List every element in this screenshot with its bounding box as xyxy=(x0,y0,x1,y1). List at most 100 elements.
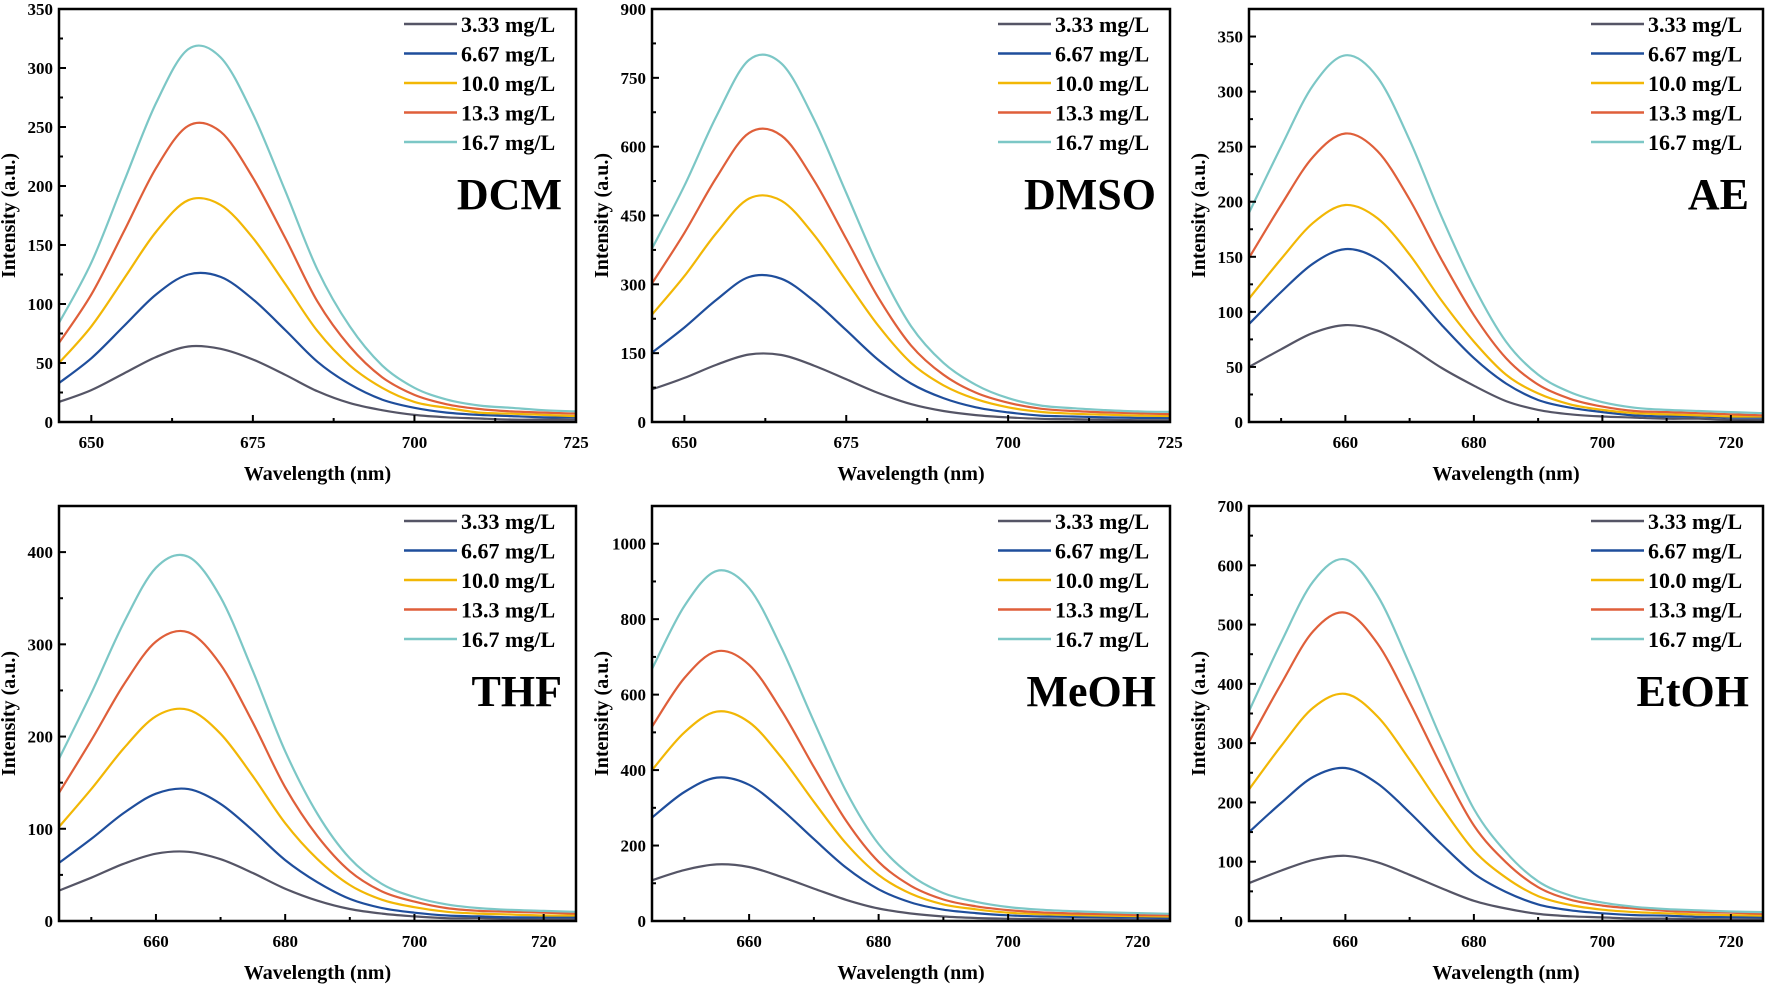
legend-label: 6.67 mg/L xyxy=(1055,539,1149,564)
y-tick-label: 350 xyxy=(28,0,54,19)
y-tick-label: 100 xyxy=(28,820,54,839)
panel-label: DMSO xyxy=(1024,170,1156,219)
y-tick-label: 900 xyxy=(621,0,647,19)
y-tick-label: 0 xyxy=(45,413,54,432)
legend-label: 3.33 mg/L xyxy=(461,509,555,534)
y-tick-label: 300 xyxy=(1218,734,1244,753)
series-line-10-0-mg-L xyxy=(651,710,1171,918)
legend: 3.33 mg/L 6.67 mg/L 10.0 mg/L 13.3 mg/L 16.7… xyxy=(998,12,1149,155)
legend: 3.33 mg/L 6.67 mg/L 10.0 mg/L 13.3 mg/L 16.7… xyxy=(404,12,555,155)
plot-frame xyxy=(650,504,1172,923)
series-line-3-33-mg-L xyxy=(651,352,1170,422)
y-tick-label: 450 xyxy=(621,207,647,226)
series-line-6-67-mg-L xyxy=(1248,766,1764,919)
legend-label: 3.33 mg/L xyxy=(461,12,555,37)
legend-label: 3.33 mg/L xyxy=(1648,12,1742,37)
y-tick-label: 100 xyxy=(1218,853,1244,872)
series-line-13-3-mg-L xyxy=(651,127,1171,416)
legend: 3.33 mg/L 6.67 mg/L 10.0 mg/L 13.3 mg/L 16.7… xyxy=(1591,509,1742,652)
y-tick-label: 400 xyxy=(28,543,54,562)
y-tick-label: 400 xyxy=(621,761,647,780)
x-tick-label: 700 xyxy=(1590,932,1616,951)
y-tick-label: 150 xyxy=(28,236,54,255)
y-tick-label: 750 xyxy=(621,69,647,88)
x-tick-label: 660 xyxy=(736,932,762,951)
y-tick-label: 300 xyxy=(28,59,54,78)
legend-label: 6.67 mg/L xyxy=(461,539,555,564)
legend-label: 10.0 mg/L xyxy=(1648,71,1742,96)
series-line-6-67-mg-L xyxy=(651,273,1170,419)
y-axis-title: Intensity (a.u.) xyxy=(591,651,613,776)
series-line-16-7-mg-L xyxy=(651,53,1171,413)
legend-label: 6.67 mg/L xyxy=(1648,539,1742,564)
legend-label: 6.67 mg/L xyxy=(1055,42,1149,67)
series-line-13-3-mg-L xyxy=(58,629,577,915)
series-line-13-3-mg-L xyxy=(1248,132,1764,417)
x-tick-label: 720 xyxy=(1718,433,1744,452)
panel-meoh: 660 680 700 720 0 200 400 600 800 1000 Wavelength … xyxy=(591,504,1172,984)
y-tick-label: 0 xyxy=(45,912,54,931)
series-line-6-67-mg-L xyxy=(58,787,576,919)
series-line-3-33-mg-L xyxy=(651,863,1170,922)
panel-thf: 660 680 700 720 0 100 200 300 400 Wavelength (nm)… xyxy=(0,504,578,984)
y-tick-label: 600 xyxy=(621,686,647,705)
y-tick-label: 1000 xyxy=(612,535,646,554)
legend-label: 10.0 mg/L xyxy=(461,568,555,593)
panel-etoh: 660 680 700 720 0 100 200 300 400 500 600 700 Wavele… xyxy=(1188,497,1765,984)
series-line-6-67-mg-L xyxy=(58,271,577,419)
legend-label: 3.33 mg/L xyxy=(1055,509,1149,534)
legend-label: 16.7 mg/L xyxy=(1648,130,1742,155)
x-axis-title: Wavelength (nm) xyxy=(837,463,984,485)
y-tick-label: 50 xyxy=(36,354,53,373)
panel-label: THF xyxy=(472,667,562,716)
y-tick-label: 800 xyxy=(621,610,647,629)
y-tick-label: 200 xyxy=(1218,793,1244,812)
x-tick-label: 650 xyxy=(79,433,105,452)
y-tick-label: 200 xyxy=(28,177,54,196)
x-tick-label: 720 xyxy=(1718,932,1744,951)
y-tick-label: 0 xyxy=(638,912,647,931)
x-tick-label: 680 xyxy=(866,932,892,951)
x-tick-label: 700 xyxy=(995,932,1021,951)
x-tick-label: 700 xyxy=(402,433,428,452)
y-tick-label: 250 xyxy=(28,118,54,137)
x-tick-label: 700 xyxy=(402,932,428,951)
series-line-13-3-mg-L xyxy=(58,121,577,415)
series-line-16-7-mg-L xyxy=(58,553,577,913)
y-tick-label: 600 xyxy=(621,138,647,157)
panel-ae: 660 680 700 720 0 50 100 150 200 250 300 350 Wavelen… xyxy=(1188,7,1765,485)
legend-label: 13.3 mg/L xyxy=(461,101,555,126)
y-tick-label: 150 xyxy=(1218,248,1244,267)
series-line-3-33-mg-L xyxy=(58,344,576,421)
x-tick-label: 660 xyxy=(1333,932,1359,951)
panel-dcm: 650 675 700 725 0 50 100 150 200 250 300 350 Wavelen… xyxy=(0,0,589,485)
x-tick-label: 700 xyxy=(1590,433,1616,452)
series-line-3-33-mg-L xyxy=(1248,854,1763,921)
y-tick-label: 200 xyxy=(621,837,647,856)
x-axis-title: Wavelength (nm) xyxy=(837,962,984,984)
y-tick-label: 200 xyxy=(1218,193,1244,212)
series-line-3-33-mg-L xyxy=(58,850,576,921)
legend-label: 13.3 mg/L xyxy=(1648,598,1742,623)
series-line-16-7-mg-L xyxy=(651,569,1171,915)
y-tick-label: 500 xyxy=(1218,616,1244,635)
y-tick-label: 0 xyxy=(638,413,647,432)
series-line-3-33-mg-L xyxy=(1248,323,1764,421)
legend-label: 3.33 mg/L xyxy=(1648,509,1742,534)
legend-label: 13.3 mg/L xyxy=(461,598,555,623)
x-tick-label: 675 xyxy=(240,433,266,452)
legend-label: 13.3 mg/L xyxy=(1648,101,1742,126)
y-tick-label: 100 xyxy=(28,295,54,314)
legend-label: 16.7 mg/L xyxy=(1055,627,1149,652)
legend-label: 16.7 mg/L xyxy=(1648,627,1742,652)
series-line-10-0-mg-L xyxy=(1248,203,1764,418)
plot-frame xyxy=(1247,7,1765,424)
legend-label: 6.67 mg/L xyxy=(1648,42,1742,67)
panel-dmso: 650 675 700 725 0 150 300 450 600 750 900 Wavelengt… xyxy=(591,0,1183,485)
y-tick-label: 0 xyxy=(1235,413,1244,432)
legend-label: 10.0 mg/L xyxy=(1055,568,1149,593)
x-tick-label: 660 xyxy=(1333,433,1359,452)
panel-label: DCM xyxy=(457,170,562,219)
x-axis-title: Wavelength (nm) xyxy=(244,463,391,485)
x-tick-label: 725 xyxy=(1157,433,1183,452)
